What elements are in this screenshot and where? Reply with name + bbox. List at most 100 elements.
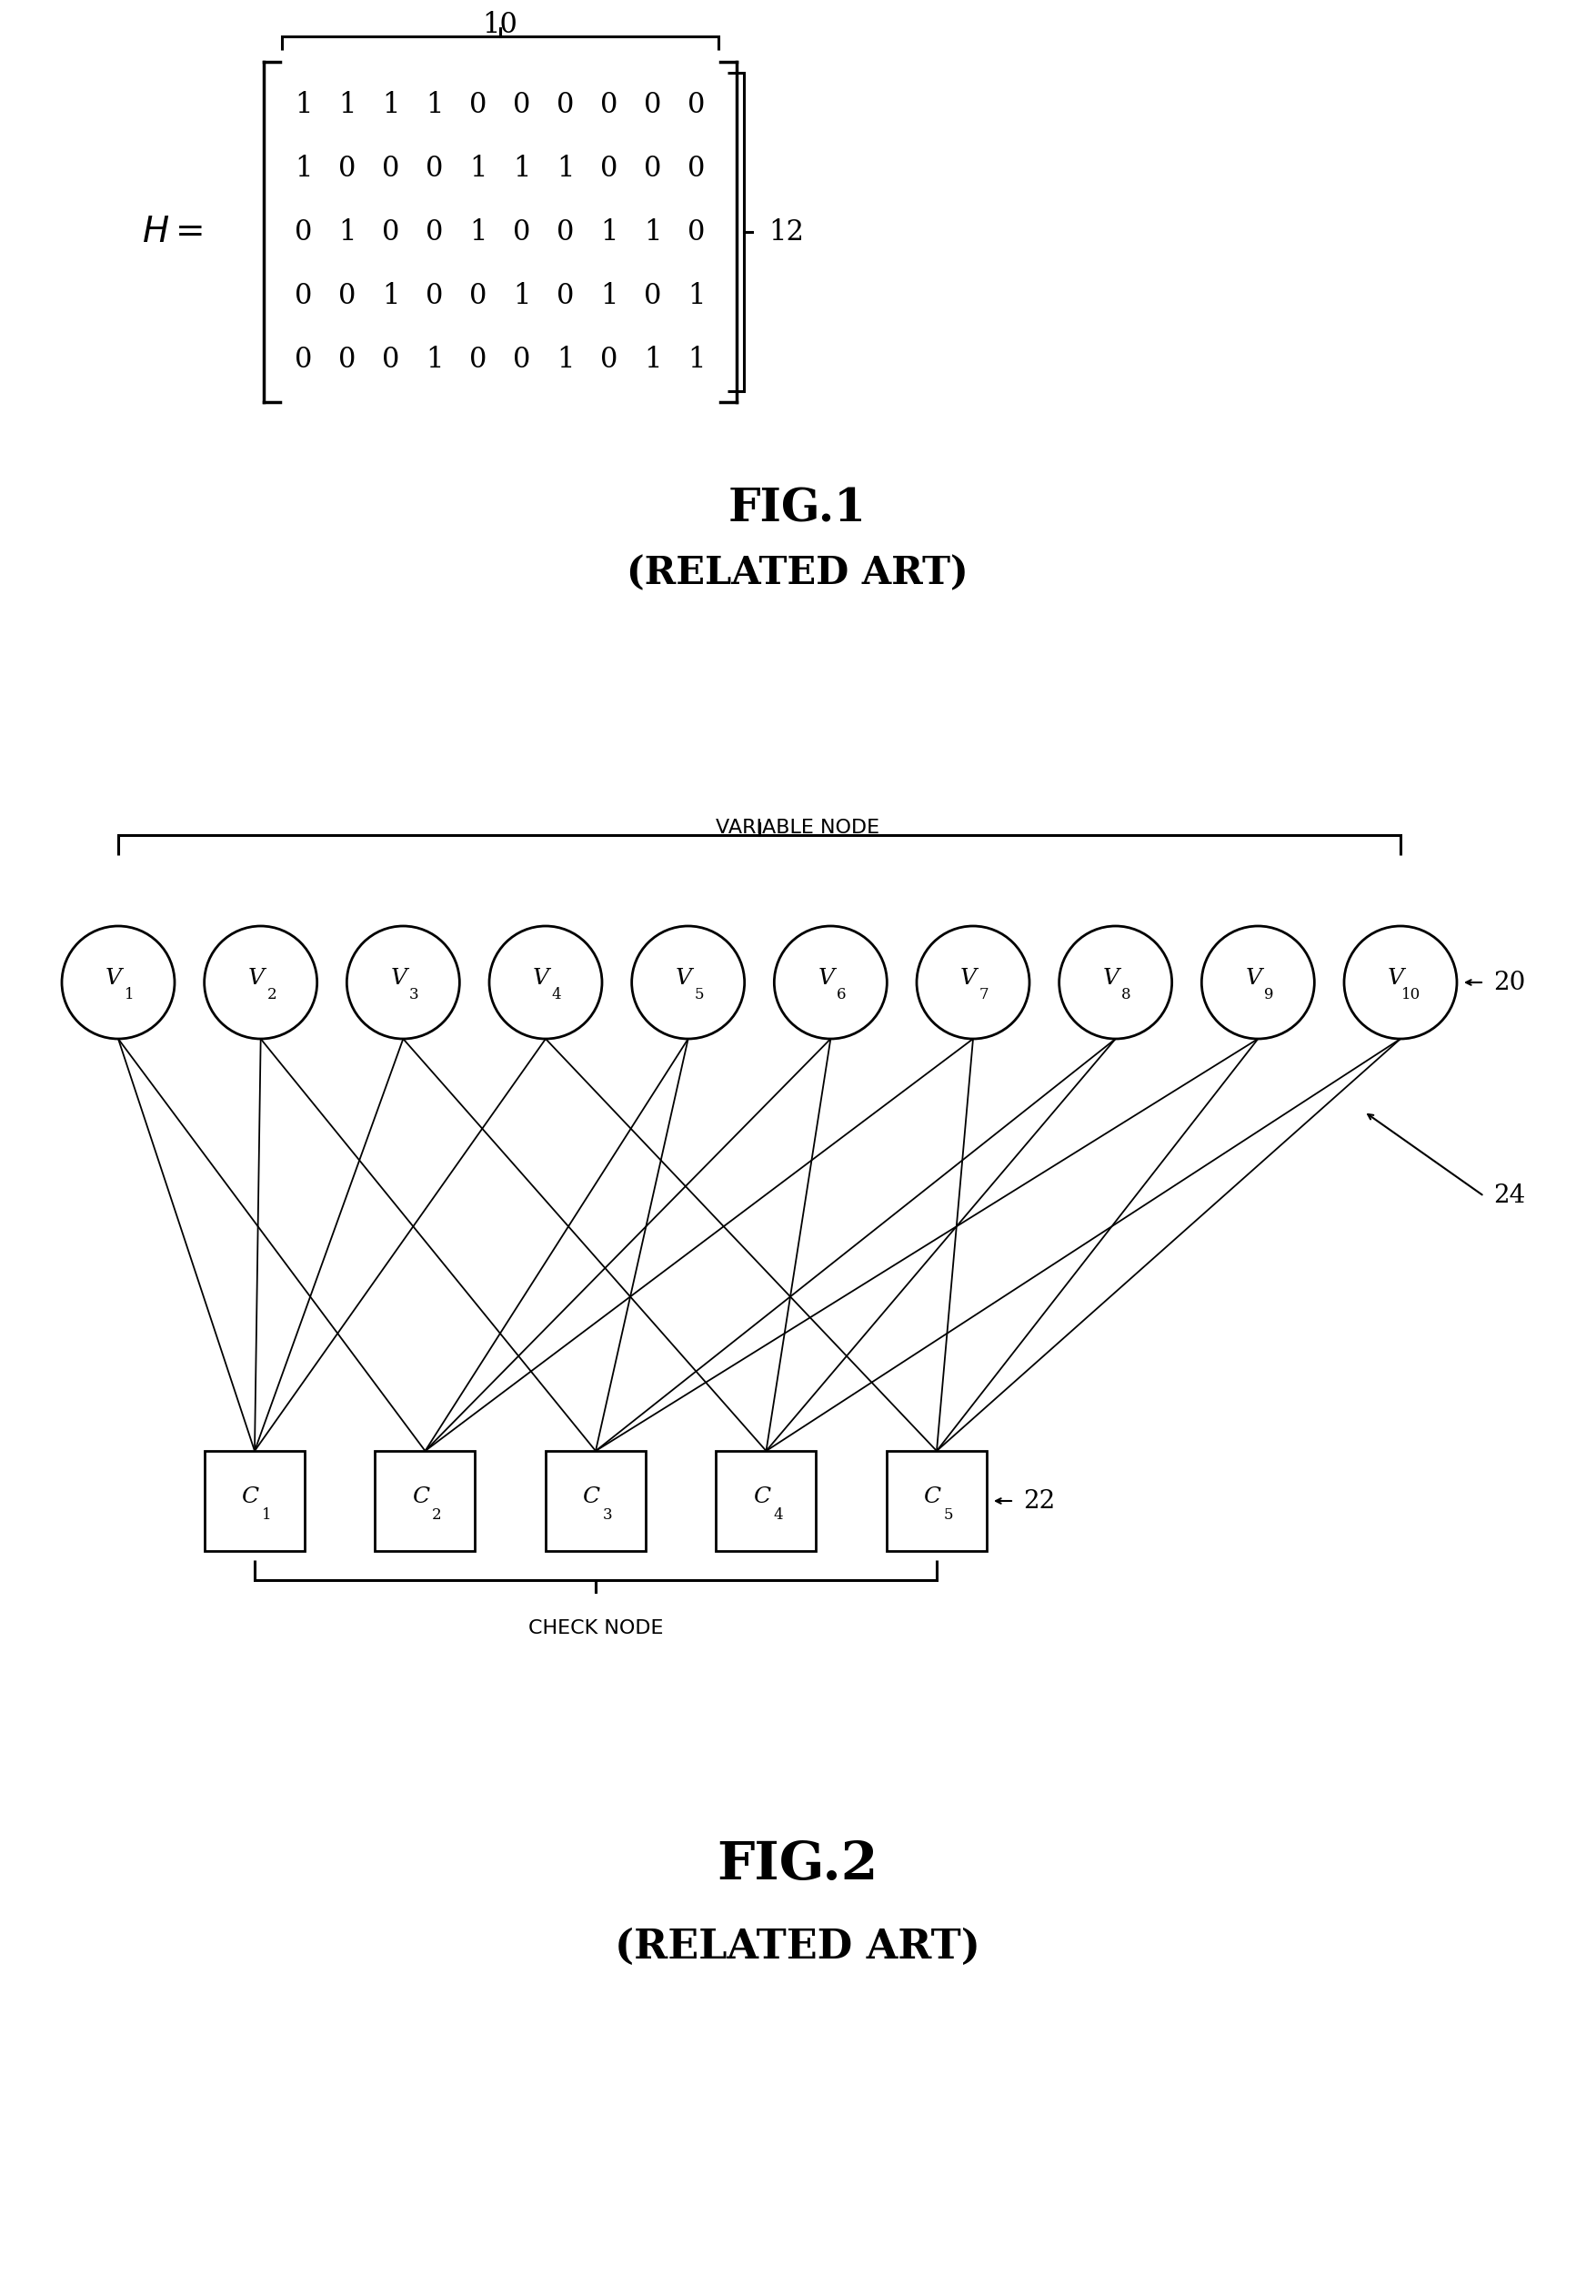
- Text: 0: 0: [338, 344, 356, 374]
- Text: 0: 0: [688, 90, 705, 119]
- FancyBboxPatch shape: [717, 1451, 816, 1552]
- Text: 0: 0: [381, 154, 401, 181]
- Text: 0: 0: [645, 282, 662, 310]
- Text: 1: 1: [426, 344, 444, 374]
- Text: VARIABLE NODE: VARIABLE NODE: [715, 820, 879, 838]
- Circle shape: [204, 925, 318, 1038]
- Text: 1: 1: [295, 154, 313, 181]
- Text: 1: 1: [645, 344, 662, 374]
- Text: 12: 12: [768, 218, 804, 246]
- Circle shape: [1202, 925, 1315, 1038]
- Text: 0: 0: [295, 344, 313, 374]
- Text: 24: 24: [1494, 1185, 1526, 1208]
- Text: 1: 1: [600, 282, 618, 310]
- FancyBboxPatch shape: [204, 1451, 305, 1552]
- Text: 0: 0: [688, 218, 705, 246]
- Text: 1: 1: [688, 282, 705, 310]
- Text: 5: 5: [943, 1506, 953, 1522]
- Text: 4: 4: [772, 1506, 782, 1522]
- Text: 20: 20: [1494, 971, 1526, 994]
- Text: 10: 10: [482, 11, 517, 39]
- Text: 0: 0: [295, 282, 313, 310]
- Text: 7: 7: [978, 987, 990, 1003]
- Text: FIG.2: FIG.2: [717, 1839, 878, 1890]
- Text: 0: 0: [514, 344, 531, 374]
- Text: 10: 10: [1401, 987, 1420, 1003]
- Circle shape: [62, 925, 174, 1038]
- Text: 0: 0: [469, 90, 487, 119]
- Text: 3: 3: [603, 1506, 613, 1522]
- Text: 1: 1: [469, 218, 487, 246]
- Text: V: V: [1389, 969, 1404, 990]
- Text: V: V: [675, 969, 691, 990]
- Text: 0: 0: [557, 282, 575, 310]
- Text: V: V: [105, 969, 121, 990]
- Text: V: V: [1245, 969, 1262, 990]
- Text: 1: 1: [557, 154, 575, 181]
- Text: 1: 1: [557, 344, 575, 374]
- Text: 5: 5: [694, 987, 704, 1003]
- Circle shape: [774, 925, 887, 1038]
- Text: (RELATED ART): (RELATED ART): [627, 553, 969, 592]
- Circle shape: [916, 925, 1029, 1038]
- FancyBboxPatch shape: [887, 1451, 986, 1552]
- Text: V: V: [1103, 969, 1119, 990]
- Text: 0: 0: [426, 154, 444, 181]
- Text: CHECK NODE: CHECK NODE: [528, 1619, 664, 1637]
- FancyBboxPatch shape: [375, 1451, 476, 1552]
- Text: 0: 0: [338, 154, 356, 181]
- Text: 0: 0: [557, 90, 575, 119]
- Text: 3: 3: [409, 987, 418, 1003]
- Text: C: C: [753, 1488, 771, 1508]
- Text: 1: 1: [645, 218, 662, 246]
- Text: 0: 0: [381, 218, 401, 246]
- Text: 0: 0: [645, 90, 662, 119]
- Text: 1: 1: [338, 218, 356, 246]
- Text: 1: 1: [514, 282, 531, 310]
- Text: 0: 0: [426, 282, 444, 310]
- Text: 1: 1: [262, 1506, 271, 1522]
- Text: 1: 1: [426, 90, 444, 119]
- Text: 1: 1: [381, 282, 401, 310]
- Text: 1: 1: [295, 90, 313, 119]
- Text: 0: 0: [469, 344, 487, 374]
- Circle shape: [632, 925, 744, 1038]
- Text: C: C: [241, 1488, 259, 1508]
- Text: 1: 1: [600, 218, 618, 246]
- Text: V: V: [391, 969, 407, 990]
- Text: 0: 0: [426, 218, 444, 246]
- FancyBboxPatch shape: [546, 1451, 646, 1552]
- Text: 8: 8: [1122, 987, 1132, 1003]
- Text: 0: 0: [600, 154, 618, 181]
- Text: 1: 1: [688, 344, 705, 374]
- Text: FIG.1: FIG.1: [728, 487, 867, 533]
- Text: 1: 1: [124, 987, 134, 1003]
- Text: C: C: [924, 1488, 940, 1508]
- Text: V: V: [961, 969, 977, 990]
- Text: 1: 1: [469, 154, 487, 181]
- Circle shape: [346, 925, 460, 1038]
- Text: 0: 0: [381, 344, 401, 374]
- Text: 1: 1: [514, 154, 531, 181]
- Text: 0: 0: [600, 90, 618, 119]
- Text: V: V: [247, 969, 265, 990]
- Text: 6: 6: [836, 987, 846, 1003]
- Text: C: C: [583, 1488, 600, 1508]
- Text: V: V: [817, 969, 835, 990]
- Text: 0: 0: [469, 282, 487, 310]
- Text: V: V: [533, 969, 549, 990]
- Text: 0: 0: [557, 218, 575, 246]
- Text: 0: 0: [645, 154, 662, 181]
- Text: 1: 1: [338, 90, 356, 119]
- Circle shape: [490, 925, 602, 1038]
- Text: (RELATED ART): (RELATED ART): [614, 1926, 980, 1965]
- Text: 22: 22: [1023, 1488, 1055, 1513]
- Text: 0: 0: [688, 154, 705, 181]
- Circle shape: [1344, 925, 1457, 1038]
- Text: 2: 2: [267, 987, 276, 1003]
- Text: 4: 4: [552, 987, 562, 1003]
- Text: 1: 1: [381, 90, 401, 119]
- Text: $H =$: $H =$: [142, 216, 203, 248]
- Text: 0: 0: [600, 344, 618, 374]
- Text: 9: 9: [1264, 987, 1274, 1003]
